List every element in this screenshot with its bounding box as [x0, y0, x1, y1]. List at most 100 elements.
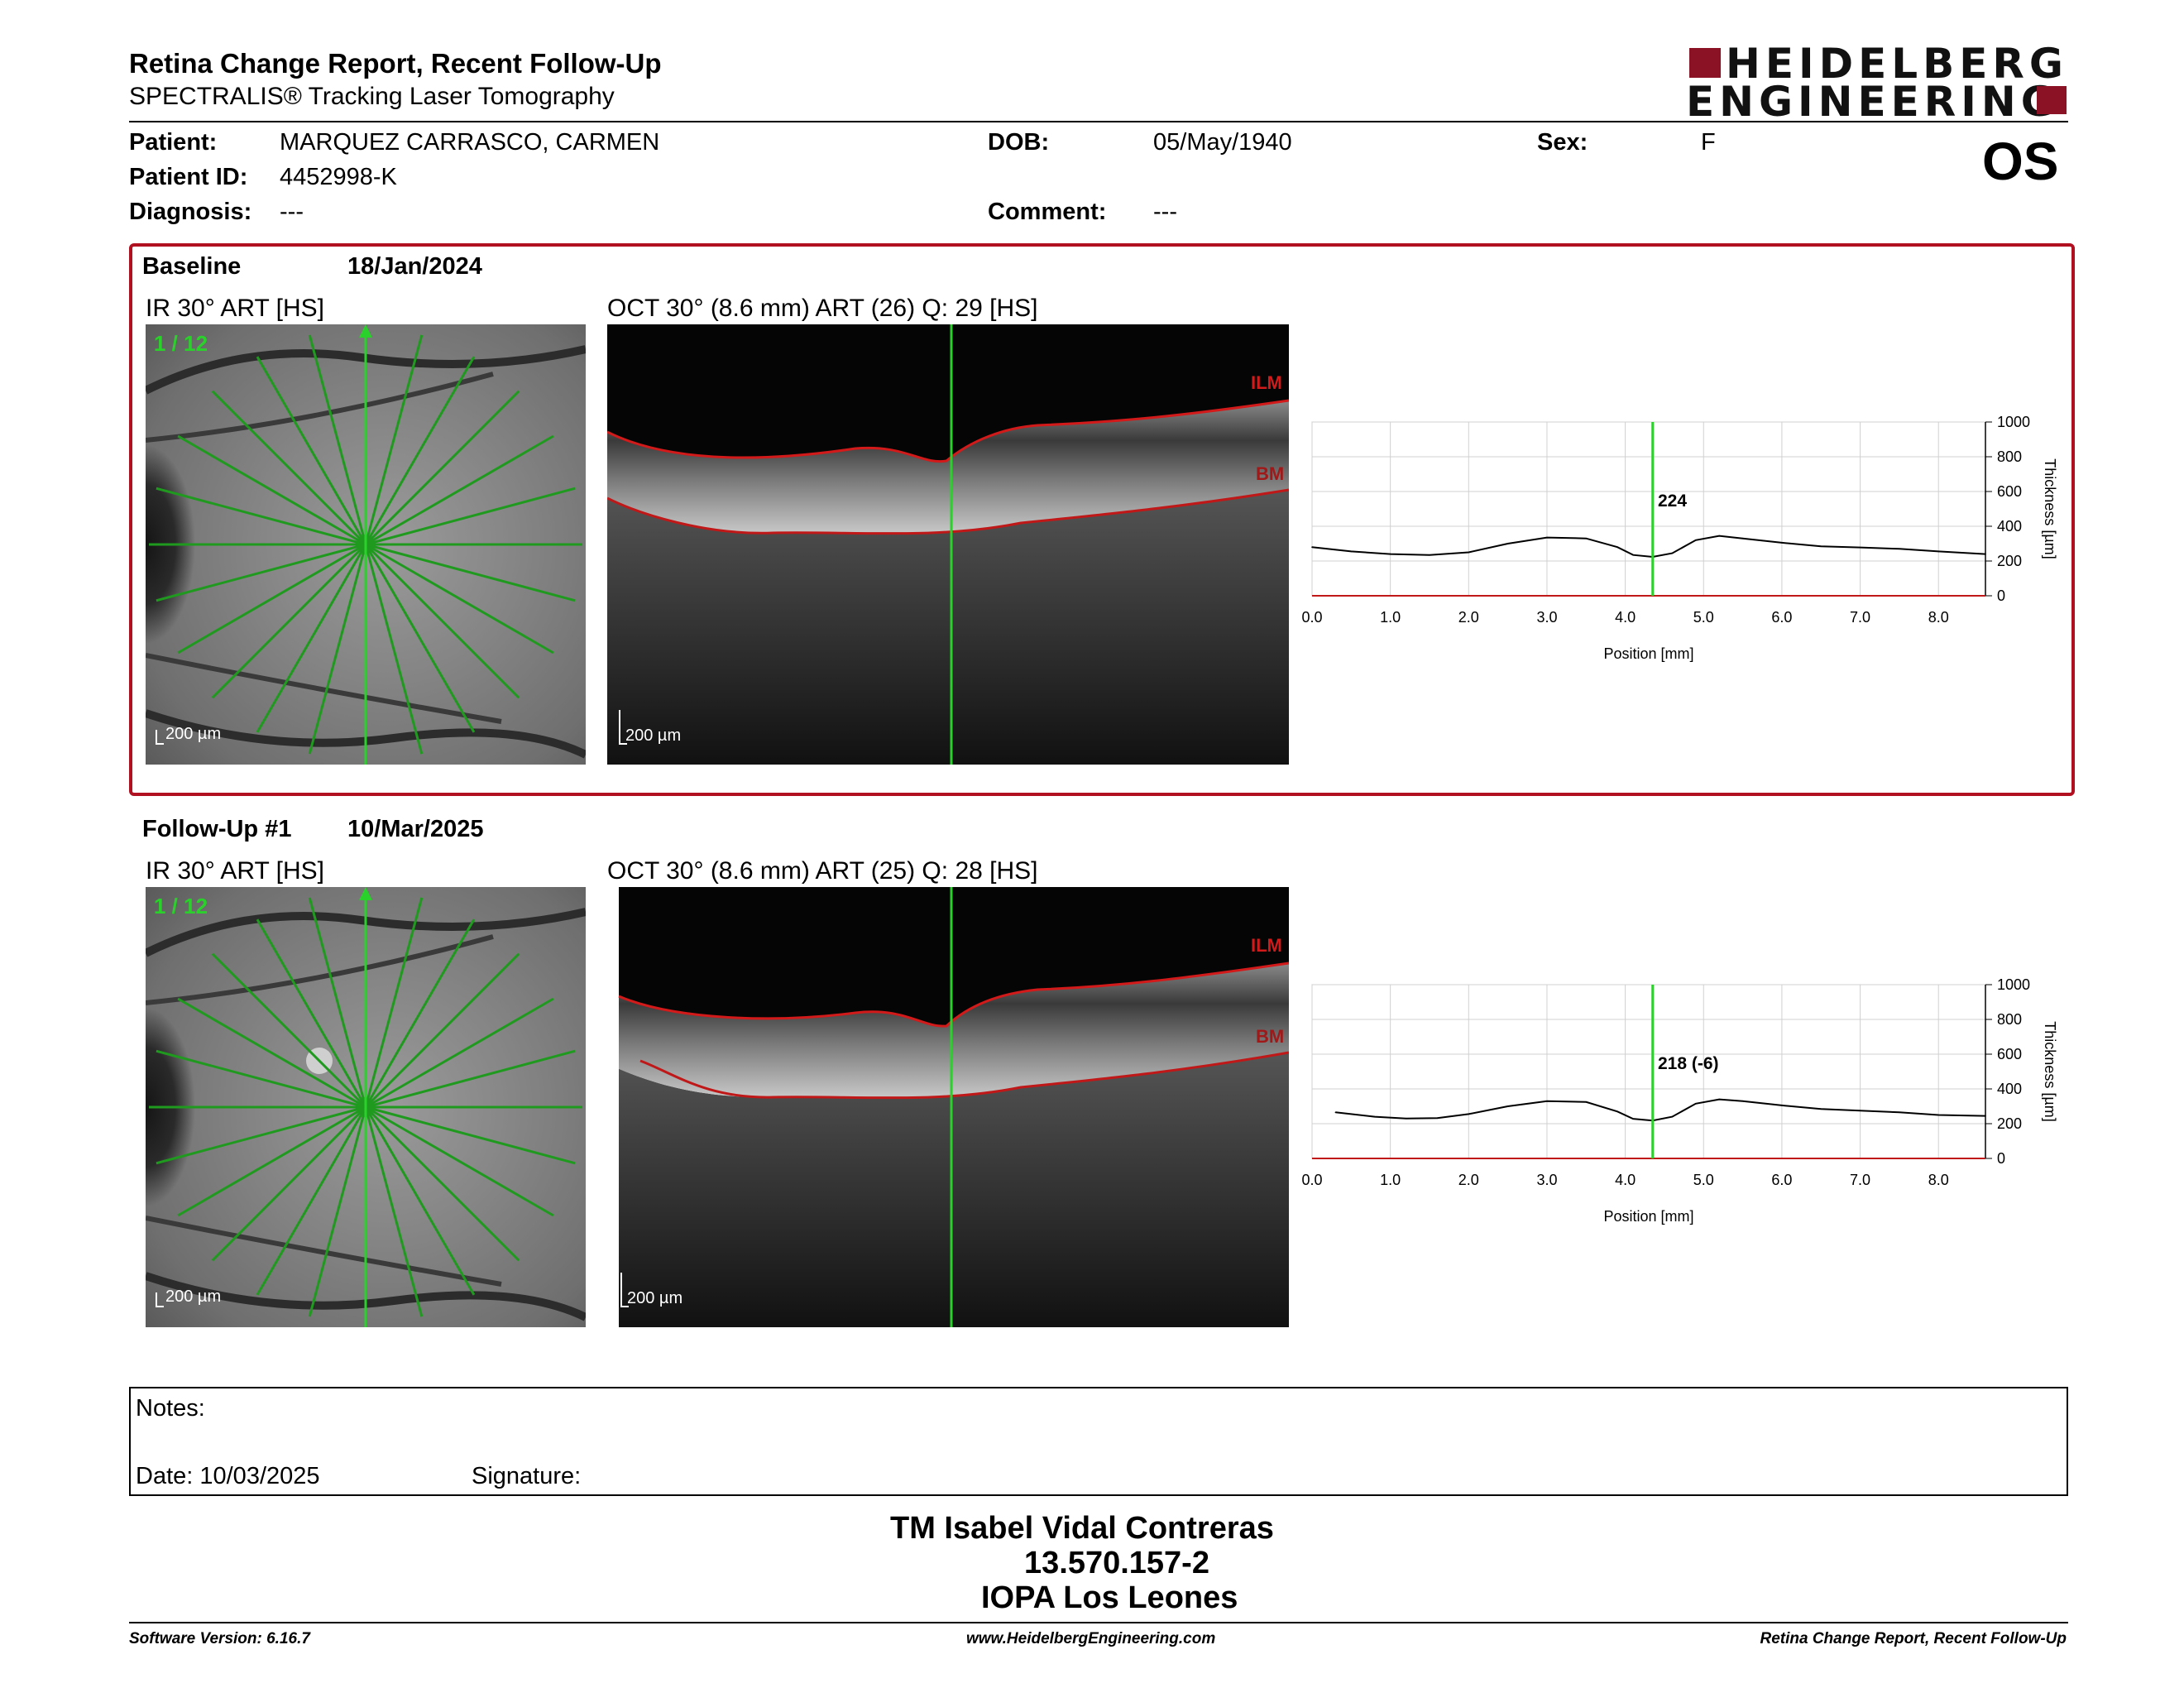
oct-bscan-image[interactable]: ILM BM 200 µm: [607, 324, 1289, 765]
notes-box[interactable]: Notes: Date: 10/03/2025 Signature:: [129, 1387, 2068, 1496]
data-point: [1741, 1100, 1744, 1102]
x-tick-label: 4.0: [1615, 609, 1636, 626]
data-point: [1546, 1100, 1548, 1102]
scan-ray: [156, 1105, 366, 1165]
baseline-panel-frame: [129, 243, 2075, 796]
footer-website-link[interactable]: www.HeidelbergEngineering.com: [966, 1630, 1216, 1647]
data-point: [1311, 546, 1313, 548]
logo-line2: ENGINEERING: [1686, 78, 2060, 126]
signer-institution: IOPA Los Leones: [981, 1580, 1238, 1615]
bm-label: BM: [1256, 463, 1285, 484]
notes-date: Date: 10/03/2025: [136, 1463, 320, 1489]
scan-ray: [365, 434, 554, 546]
diagnosis-label: Diagnosis:: [129, 199, 252, 225]
patient-id: 4452998-K: [280, 164, 397, 190]
scan-ray: [364, 1106, 424, 1317]
ir-title: IR 30° ART [HS]: [146, 295, 324, 322]
ilm-label: ILM: [1251, 935, 1282, 956]
y-axis-label: Thickness [µm]: [2042, 458, 2058, 559]
data-point: [1632, 1118, 1634, 1120]
oct-scale-bar: 200 µm: [625, 727, 682, 745]
scan-ray: [156, 1049, 366, 1109]
data-point: [1468, 1113, 1470, 1115]
scan-ray: [365, 543, 576, 602]
scan-ray: [365, 997, 554, 1109]
oct-scale-bar: 200 µm: [627, 1289, 683, 1307]
scan-ray: [364, 544, 424, 755]
data-point: [1436, 1117, 1439, 1120]
scan-ray: [364, 1106, 476, 1296]
data-point: [1585, 1101, 1588, 1103]
scan-ray: [256, 1106, 367, 1296]
exam-date: 10/Mar/2025: [347, 816, 484, 842]
scan-ray: [211, 952, 367, 1109]
data-point: [1373, 1115, 1376, 1118]
plot-area: [1311, 984, 1986, 1159]
data-point: [1718, 535, 1720, 537]
data-point: [1820, 1108, 1822, 1110]
scan-ray: [364, 390, 520, 546]
oct-layers: [607, 887, 1289, 1327]
x-tick-label: 2.0: [1458, 609, 1479, 626]
patient-id-label: Patient ID:: [129, 164, 248, 190]
data-point: [1859, 1110, 1861, 1112]
ir-fundus-image[interactable]: 1 / 12 200 µm: [146, 324, 586, 765]
scan-ray: [364, 1105, 520, 1262]
y-tick-label: 1000: [1997, 976, 2030, 993]
comment-value: ---: [1153, 199, 1177, 225]
thickness-chart-baseline: 0.0 1.0 2.0 3.0 4.0 5.0 6.0 7.0 8.0 0 200 400 600 800…: [1291, 405, 2085, 679]
data-point: [1429, 554, 1430, 556]
x-tick-label: 1.0: [1380, 609, 1401, 626]
scan-ray: [211, 390, 367, 546]
data-point: [1937, 550, 1940, 553]
y-tick-label: 1000: [1997, 414, 2030, 430]
scan-ray: [365, 543, 554, 655]
y-tick-label: 600: [1997, 1046, 2022, 1062]
patient-name-label: Patient:: [129, 129, 218, 156]
radial-scan-pattern: [146, 887, 586, 1327]
y-tick-label: 400: [1997, 1081, 2022, 1097]
scan-ray: [156, 487, 366, 546]
y-axis-label: Thickness [µm]: [2042, 1021, 2058, 1121]
scan-ray: [256, 544, 367, 733]
data-point: [1671, 1115, 1674, 1118]
x-tick-label: 4.0: [1615, 1172, 1636, 1188]
scan-ray: [364, 952, 520, 1109]
scan-ray: [364, 356, 476, 545]
y-tick-label: 200: [1997, 1115, 2022, 1132]
exam-label: Baseline: [142, 253, 242, 280]
data-point: [1506, 543, 1509, 544]
x-axis-label: Position [mm]: [1603, 1208, 1693, 1225]
scan-ray: [177, 1105, 366, 1217]
signer-name: TM Isabel Vidal Contreras: [890, 1511, 1274, 1546]
x-tick-label: 5.0: [1693, 609, 1714, 626]
y-tick-label: 800: [1997, 1011, 2022, 1028]
thickness-value-label: 224: [1658, 492, 1688, 511]
bm-label: BM: [1256, 1026, 1285, 1047]
y-tick-label: 0: [1997, 587, 2005, 604]
eye-label: OS: [1982, 132, 2059, 191]
x-tick-label: 5.0: [1693, 1172, 1714, 1188]
oct-title: OCT 30° (8.6 mm) ART (25) Q: 28 [HS]: [607, 857, 1038, 885]
report-title: Retina Change Report, Recent Follow-Up: [129, 48, 662, 79]
data-point: [1718, 1098, 1720, 1101]
radial-scan-pattern: [146, 324, 586, 765]
data-point: [1350, 550, 1353, 553]
data-point: [1389, 553, 1391, 555]
data-point: [1741, 537, 1744, 539]
scan-ray: [308, 897, 367, 1108]
scan-ray: [256, 356, 367, 545]
footer-software-version: Software Version: 6.16.7: [129, 1630, 310, 1647]
scan-ray: [308, 1106, 367, 1317]
ir-fundus-image[interactable]: 1 / 12 200 µm: [146, 887, 586, 1327]
logo-line1: HEIDELBERG: [1726, 40, 2068, 88]
oct-bscan-image[interactable]: ILM BM 200 µm: [607, 887, 1289, 1327]
scan-ray: [308, 544, 367, 755]
y-tick-label: 0: [1997, 1150, 2005, 1167]
data-point: [1334, 1111, 1337, 1114]
x-tick-label: 8.0: [1928, 609, 1949, 626]
scan-ray: [256, 918, 367, 1108]
sex-label: Sex:: [1537, 129, 1588, 156]
y-tick-label: 400: [1997, 518, 2022, 535]
ir-title: IR 30° ART [HS]: [146, 857, 324, 885]
